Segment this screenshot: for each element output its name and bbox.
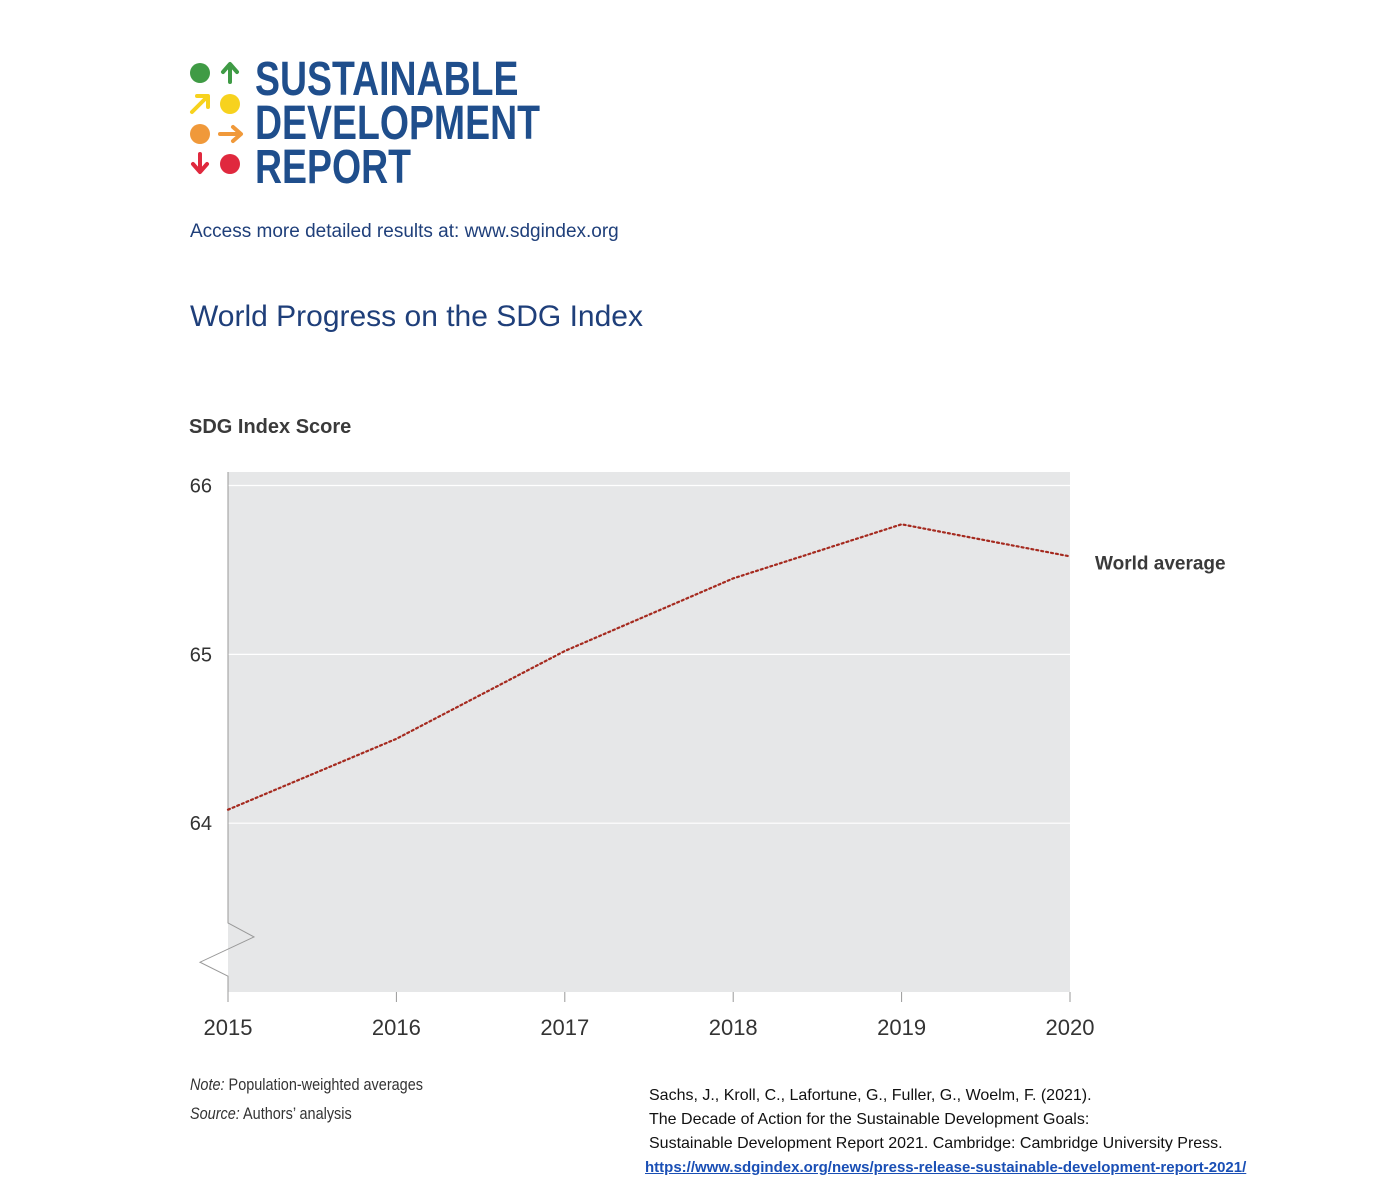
green-dot-icon: [190, 63, 210, 83]
y-tick-label: 66: [190, 476, 212, 498]
arrow-right-icon: [218, 125, 243, 143]
x-tick-label: 2015: [204, 1015, 253, 1040]
logo-line: SUSTAINABLE: [255, 53, 519, 106]
plot-background: [228, 472, 1070, 992]
citation-line: The Decade of Action for the Sustainable…: [649, 1111, 1090, 1128]
note-text: Population-weighted averages: [224, 1075, 423, 1094]
y-axis-title: SDG Index Score: [189, 416, 352, 438]
chart-title: World Progress on the SDG Index: [190, 300, 643, 333]
citation-line: Sachs, J., Kroll, C., Lafortune, G., Ful…: [649, 1087, 1092, 1104]
citation: Sachs, J., Kroll, C., Lafortune, G., Ful…: [645, 1084, 1246, 1180]
arrow-diagonal-icon: [190, 94, 210, 114]
yellow-dot-icon: [220, 94, 240, 114]
logo-line: DEVELOPMENT: [255, 97, 540, 150]
orange-dot-icon: [190, 124, 210, 144]
note-label: Note:: [190, 1075, 225, 1094]
y-axis-break: [198, 472, 256, 992]
citation-line: Sustainable Development Report 2021. Cam…: [649, 1135, 1223, 1152]
citation-link[interactable]: https://www.sdgindex.org/news/press-rele…: [645, 1159, 1247, 1176]
source-label: Source:: [190, 1104, 240, 1123]
x-tick-label: 2017: [540, 1015, 589, 1040]
source-line: Source: Authors’ analysis: [190, 1104, 423, 1124]
series-label: World average: [1095, 553, 1226, 574]
sdg-logo-icon: [190, 62, 243, 174]
x-tick-label: 2020: [1046, 1015, 1095, 1040]
chart-notes: Note: Population-weighted averages Sourc…: [190, 1075, 464, 1133]
logo-wordmark: SUSTAINABLE DEVELOPMENT REPORT: [255, 53, 540, 194]
x-tick-label: 2019: [877, 1015, 926, 1040]
series-line: [226, 523, 1072, 811]
y-tick-label: 64: [190, 813, 212, 835]
x-tick-label: 2016: [372, 1015, 421, 1040]
arrow-up-icon: [221, 62, 239, 84]
arrow-down-icon: [191, 152, 209, 174]
access-results-text: Access more detailed results at: www.sdg…: [190, 221, 619, 242]
source-text: Authors’ analysis: [239, 1104, 352, 1123]
logo-line: REPORT: [255, 141, 412, 194]
x-tick-label: 2018: [709, 1015, 758, 1040]
red-dot-icon: [220, 154, 240, 174]
y-tick-label: 65: [190, 644, 212, 666]
sdr-logo: SUSTAINABLE DEVELOPMENT REPORT: [189, 56, 540, 198]
note-line: Note: Population-weighted averages: [190, 1075, 423, 1095]
